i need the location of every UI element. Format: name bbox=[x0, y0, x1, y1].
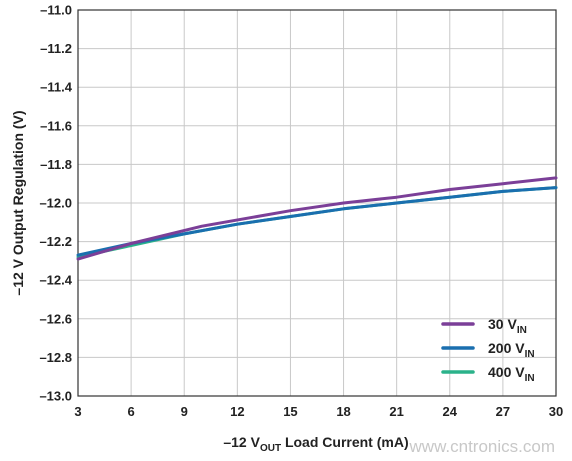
x-tick-label: 21 bbox=[389, 404, 403, 419]
x-tick-label: 6 bbox=[127, 404, 134, 419]
x-axis-label: –12 VOUT Load Current (mA) bbox=[223, 434, 408, 454]
plot-area bbox=[77, 9, 557, 397]
legend-label-main: 400 V bbox=[488, 364, 525, 380]
legend-label-sub: IN bbox=[517, 325, 527, 336]
y-tick-label: –11.0 bbox=[40, 3, 72, 18]
legend-label-sub: IN bbox=[525, 349, 535, 360]
x-tick-label: 27 bbox=[496, 404, 510, 419]
x-tick-label: 15 bbox=[283, 404, 297, 419]
legend-label: 400 VIN bbox=[488, 364, 535, 384]
x-axis-label-main: –12 V bbox=[223, 434, 260, 450]
series-layer bbox=[76, 176, 558, 261]
y-tick-label: –12.6 bbox=[39, 311, 72, 326]
x-axis-label-sub: OUT bbox=[260, 443, 281, 454]
x-axis-ticks: 3 6 9 12 15 18 21 24 27 30 bbox=[74, 404, 563, 419]
y-tick-label: –13.0 bbox=[39, 389, 72, 404]
x-tick-label: 18 bbox=[336, 404, 350, 419]
x-tick-label: 9 bbox=[181, 404, 188, 419]
legend-label-sub: IN bbox=[525, 373, 535, 384]
x-tick-label: 24 bbox=[443, 404, 458, 419]
y-tick-label: –11.6 bbox=[40, 118, 72, 133]
x-tick-label: 3 bbox=[74, 404, 81, 419]
legend-label-main: 200 V bbox=[488, 340, 525, 356]
y-tick-label: –11.4 bbox=[40, 80, 73, 95]
y-tick-label: –12.0 bbox=[39, 196, 72, 211]
series-line-1 bbox=[76, 176, 558, 261]
y-tick-label: –11.8 bbox=[40, 157, 72, 172]
legend-label: 30 VIN bbox=[488, 316, 527, 336]
series-line-3 bbox=[76, 186, 558, 259]
legend-label: 200 VIN bbox=[488, 340, 535, 360]
y-axis-ticks: –11.0 –11.2 –11.4 –11.6 –11.8 –12.0 –12.2 –12.4… bbox=[39, 3, 72, 404]
grid bbox=[78, 10, 556, 396]
y-tick-label: –11.2 bbox=[40, 41, 72, 56]
y-tick-label: –12.4 bbox=[39, 273, 72, 288]
series-line-2 bbox=[76, 186, 558, 257]
watermark: www.cntronics.com bbox=[409, 437, 555, 456]
x-axis-label-rest: Load Current (mA) bbox=[281, 434, 409, 450]
y-axis-label: –12 V Output Regulation (V) bbox=[10, 110, 26, 295]
y-tick-label: –12.2 bbox=[39, 234, 72, 249]
legend-label-main: 30 V bbox=[488, 316, 517, 332]
y-tick-label: –12.8 bbox=[39, 350, 72, 365]
x-tick-label: 30 bbox=[549, 404, 563, 419]
x-tick-label: 12 bbox=[230, 404, 244, 419]
